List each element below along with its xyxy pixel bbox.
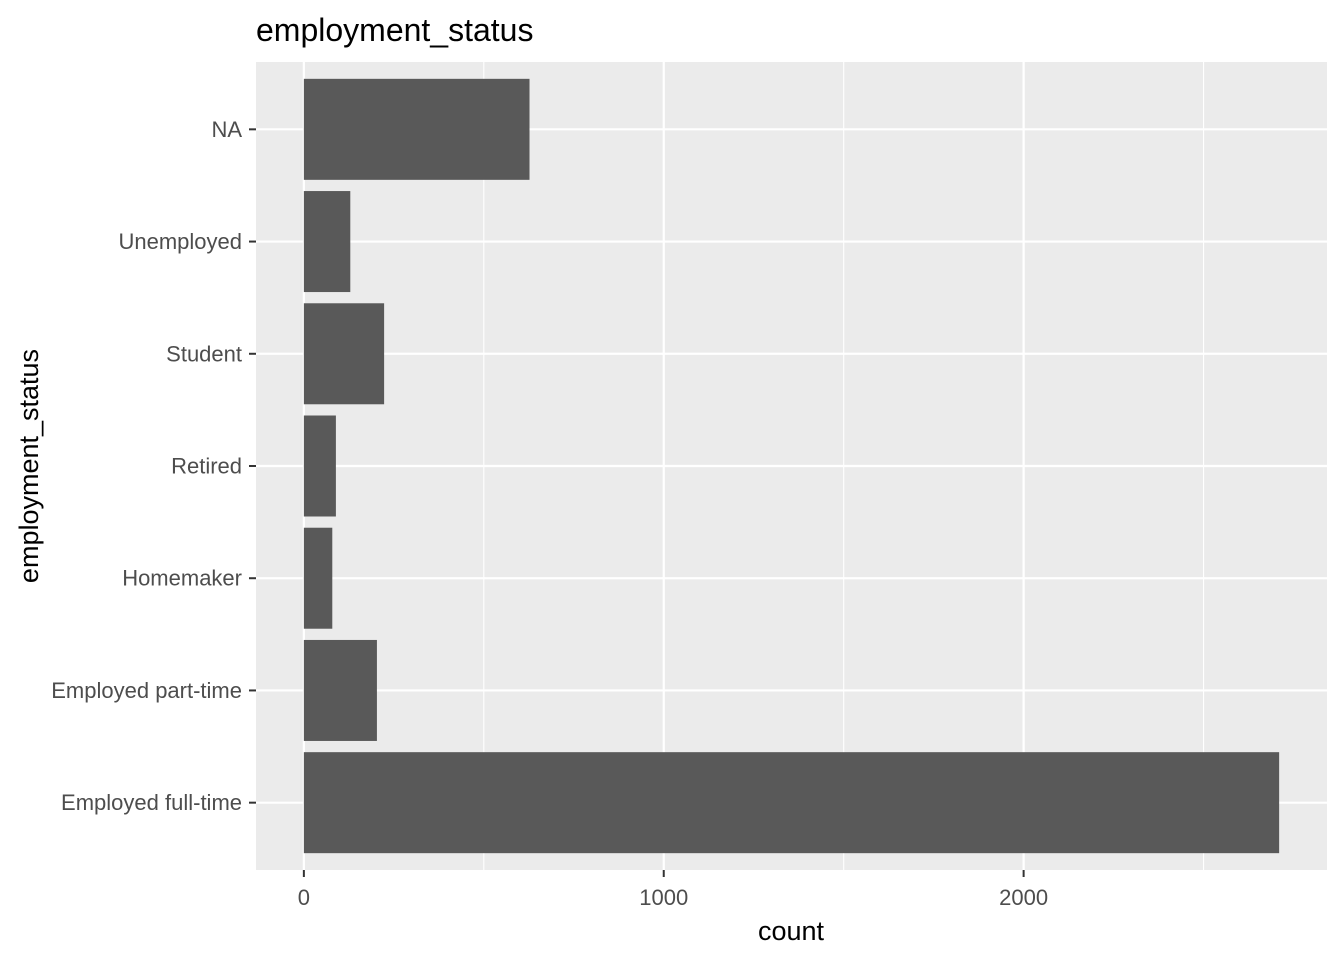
y-axis-title: employment_status [14,349,44,583]
bar [303,752,1280,854]
bar [303,415,336,517]
chart-title: employment_status [256,12,533,48]
y-tick-label: Employed full-time [61,790,242,815]
y-tick-label: NA [211,117,242,142]
y-axis: Employed full-time Employed part-time Home… [51,117,256,815]
x-axis-title: count [758,916,825,946]
x-tick-label: 2000 [999,885,1048,910]
bar [303,303,385,405]
y-tick-label: Employed part-time [51,678,242,703]
y-tick-label: Unemployed [118,229,242,254]
bar [303,191,351,293]
bar [303,78,530,180]
x-tick-label: 0 [298,885,310,910]
bars [303,78,1280,854]
bar [303,639,377,741]
bar [303,527,333,629]
y-tick-label: Student [166,341,242,366]
y-tick-label: Retired [171,454,242,479]
x-axis: 0 1000 2000 [298,870,1048,910]
x-tick-label: 1000 [639,885,688,910]
y-tick-label: Homemaker [122,566,242,591]
